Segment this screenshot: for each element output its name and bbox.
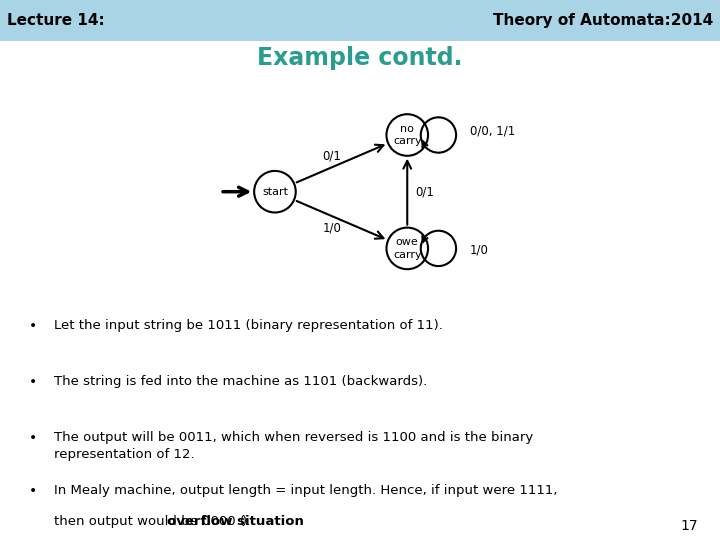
Text: no
carry: no carry — [393, 124, 422, 146]
Text: 1/0: 1/0 — [323, 221, 341, 234]
Text: 0/1: 0/1 — [415, 185, 433, 198]
Text: Let the input string be 1011 (binary representation of 11).: Let the input string be 1011 (binary rep… — [54, 319, 443, 332]
Text: •: • — [29, 375, 37, 389]
Text: owe
carry: owe carry — [393, 237, 422, 260]
Text: Example contd.: Example contd. — [257, 46, 463, 70]
Text: then output would be 0000 (: then output would be 0000 ( — [54, 515, 245, 528]
Text: Lecture 14:: Lecture 14: — [7, 13, 105, 28]
Text: The string is fed into the machine as 1101 (backwards).: The string is fed into the machine as 11… — [54, 375, 427, 388]
Text: Theory of Automata:2014: Theory of Automata:2014 — [492, 13, 713, 28]
Text: 1/0: 1/0 — [469, 244, 488, 257]
Text: 17: 17 — [681, 519, 698, 533]
Text: start: start — [262, 187, 288, 197]
Text: •: • — [29, 484, 37, 498]
Text: overflow situation: overflow situation — [167, 515, 304, 528]
Text: •: • — [29, 319, 37, 333]
Text: 0/0, 1/1: 0/0, 1/1 — [469, 125, 515, 138]
Text: ).: ). — [242, 515, 251, 528]
Text: In Mealy machine, output length = input length. Hence, if input were 1111,: In Mealy machine, output length = input … — [54, 484, 557, 497]
Text: •: • — [29, 431, 37, 445]
Text: The output will be 0011, which when reversed is 1100 and is the binary
represent: The output will be 0011, which when reve… — [54, 431, 534, 461]
Text: 0/1: 0/1 — [323, 149, 341, 163]
